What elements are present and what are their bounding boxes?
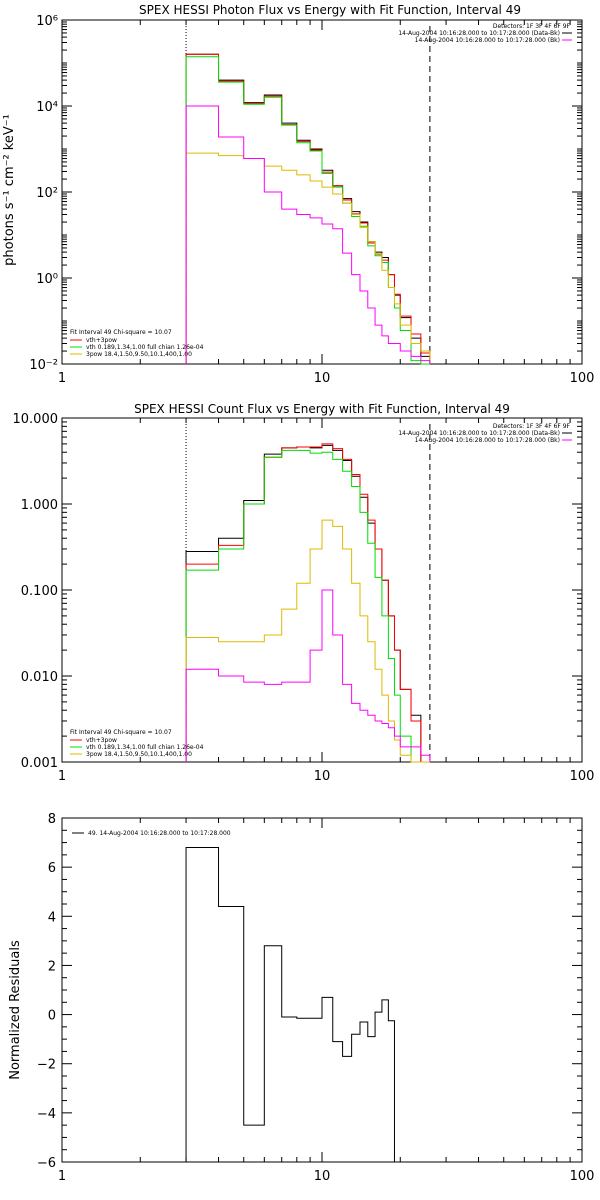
x-tick-label: 1 [58,371,66,386]
y-tick-label: 10.000 [13,412,59,427]
x-tick-label: 100 [570,371,595,386]
y-tick-label: 0 [48,1009,56,1024]
series-line-0 [185,53,431,364]
count-top-legend: Detectors: 1F 3F 4F 6F 9F 14-Aug-2004 10… [398,423,572,444]
photon-legend-vth: vth 0.189,1.34,1.00 full chian 1.26e-04 [86,344,204,351]
series-line-2 [185,449,430,763]
x-tick-label: 100 [570,1169,595,1184]
y-tick-label: 4 [48,910,56,925]
count-legend-vth3pow: vth+3pow [86,737,117,744]
photon-chart-title: SPEX HESSI Photon Flux vs Energy with Fi… [139,3,521,17]
y-tick-label: 0.100 [21,584,58,599]
x-tick-label: 10 [314,769,331,784]
count-legend-vth: vth 0.189,1.34,1.00 full chian 1.26e-04 [86,744,204,751]
series-line-4 [185,589,431,762]
series-line-0 [185,444,430,763]
count-flux-panel: SPEX HESSI Count Flux vs Energy with Fit… [13,402,595,784]
residuals-panel: Normalized Residuals 49. 14-Aug-2004 10:… [8,812,594,1184]
y-tick-label: 10² [36,186,58,201]
y-tick-label: −4 [37,1107,56,1122]
y-tick-label: −2 [37,1058,56,1073]
count-bottom-legend: Fit Interval 49 Chi-square = 10.07 vth+3… [70,729,204,758]
series-line-4 [185,105,431,364]
photon-legend-data: 14-Aug-2004 10:16:28.000 to 10:17:28.000… [398,30,560,37]
photon-flux-panel: SPEX HESSI Photon Flux vs Energy with Fi… [2,3,594,386]
count-legend-3pow: 3pow 18.4,1.50,9.50,10.1,400,1.00 [86,751,192,758]
y-tick-label: 0.010 [21,670,58,685]
count-legend-bk: 14-Aug-2004 10:16:28.000 to 10:17:28.000… [415,437,560,444]
x-tick-label: 1 [58,769,66,784]
photon-legend-fit: Fit Interval 49 Chi-square = 10.07 [70,329,172,336]
series-line-3 [185,519,430,763]
x-tick-label: 1 [58,1169,66,1184]
y-tick-label: 10⁶ [36,14,58,29]
photon-legend-detectors: Detectors: 1F 3F 4F 6F 9F [493,23,571,30]
y-tick-label: 10⁻² [29,358,58,373]
x-tick-label: 10 [314,1169,331,1184]
y-tick-label: 1.000 [21,498,58,513]
plot-frame [61,19,583,365]
residuals-legend: 49. 14-Aug-2004 10:16:28.000 to 10:17:28… [88,830,231,837]
series-line-2 [185,56,430,365]
photon-y-label: photons s⁻¹ cm⁻² keV⁻¹ [2,114,17,266]
y-tick-label: 8 [48,812,56,827]
series-line-3 [185,152,431,364]
count-legend-detectors: Detectors: 1F 3F 4F 6F 9F [493,423,571,430]
residuals-y-label: Normalized Residuals [8,940,23,1080]
y-tick-label: 2 [48,959,56,974]
photon-top-legend: Detectors: 1F 3F 4F 6F 9F 14-Aug-2004 10… [398,23,572,44]
series-line-1 [185,53,431,364]
plot-frame [61,817,583,1163]
count-legend-data: 14-Aug-2004 10:16:28.000 to 10:17:28.000… [398,430,560,437]
y-tick-label: 0.001 [21,756,58,771]
photon-bottom-legend: Fit Interval 49 Chi-square = 10.07 vth+3… [70,329,204,358]
photon-legend-vth3pow: vth+3pow [86,337,117,344]
count-chart-title: SPEX HESSI Count Flux vs Energy with Fit… [134,402,510,416]
x-tick-label: 10 [314,371,331,386]
series-line-0 [185,846,395,1162]
y-tick-label: −6 [37,1156,56,1171]
y-tick-label: 6 [48,861,56,876]
y-tick-label: 10⁰ [36,272,58,287]
photon-legend-3pow: 3pow 18.4,1.50,9.50,10.1,400,1.00 [86,351,192,358]
series-line-1 [185,443,430,763]
count-legend-fit: Fit Interval 49 Chi-square = 10.07 [70,729,172,736]
photon-legend-bk: 14-Aug-2004 10:16:28.000 to 10:17:28.000… [415,37,560,44]
x-tick-label: 100 [570,769,595,784]
y-tick-label: 10⁴ [36,100,58,115]
